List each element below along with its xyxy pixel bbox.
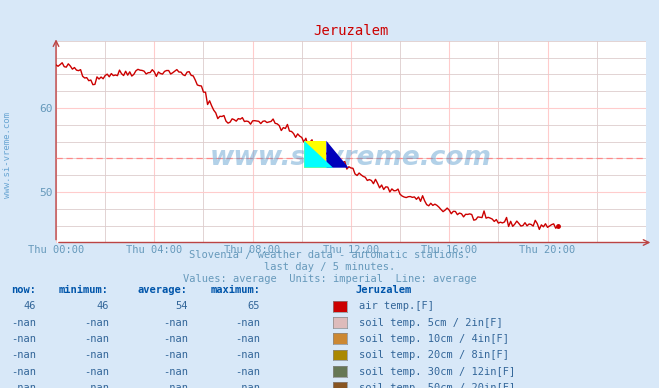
Title: Jeruzalem: Jeruzalem [313, 24, 389, 38]
Text: average:: average: [138, 285, 188, 295]
Text: www.si-vreme.com: www.si-vreme.com [3, 112, 13, 198]
Text: -nan: -nan [235, 350, 260, 360]
Text: -nan: -nan [235, 318, 260, 328]
Text: -nan: -nan [163, 350, 188, 360]
Text: air temp.[F]: air temp.[F] [359, 301, 434, 312]
Text: -nan: -nan [235, 383, 260, 388]
Text: -nan: -nan [163, 334, 188, 344]
Text: minimum:: minimum: [59, 285, 109, 295]
Text: -nan: -nan [84, 350, 109, 360]
Text: Jeruzalem: Jeruzalem [356, 285, 412, 295]
Text: soil temp. 30cm / 12in[F]: soil temp. 30cm / 12in[F] [359, 367, 515, 377]
Text: soil temp. 10cm / 4in[F]: soil temp. 10cm / 4in[F] [359, 334, 509, 344]
Text: -nan: -nan [235, 334, 260, 344]
Bar [304, 141, 326, 168]
Text: -nan: -nan [84, 367, 109, 377]
Text: 46: 46 [96, 301, 109, 312]
Text: Slovenia / weather data - automatic stations.: Slovenia / weather data - automatic stat… [189, 250, 470, 260]
Text: last day / 5 minutes.: last day / 5 minutes. [264, 262, 395, 272]
Text: 54: 54 [175, 301, 188, 312]
Text: -nan: -nan [163, 367, 188, 377]
Text: -nan: -nan [163, 383, 188, 388]
Text: Values: average  Units: imperial  Line: average: Values: average Units: imperial Line: av… [183, 274, 476, 284]
Text: -nan: -nan [11, 318, 36, 328]
Text: 46: 46 [24, 301, 36, 312]
Polygon shape [304, 141, 333, 168]
Text: maximum:: maximum: [210, 285, 260, 295]
Polygon shape [326, 141, 349, 168]
Text: soil temp. 50cm / 20in[F]: soil temp. 50cm / 20in[F] [359, 383, 515, 388]
Text: -nan: -nan [11, 367, 36, 377]
Text: -nan: -nan [163, 318, 188, 328]
Text: -nan: -nan [84, 334, 109, 344]
Text: www.si-vreme.com: www.si-vreme.com [210, 145, 492, 171]
Text: now:: now: [11, 285, 36, 295]
Text: -nan: -nan [11, 350, 36, 360]
Text: 65: 65 [248, 301, 260, 312]
Text: -nan: -nan [84, 383, 109, 388]
Text: -nan: -nan [11, 334, 36, 344]
Text: soil temp. 20cm / 8in[F]: soil temp. 20cm / 8in[F] [359, 350, 509, 360]
Text: soil temp. 5cm / 2in[F]: soil temp. 5cm / 2in[F] [359, 318, 503, 328]
Text: -nan: -nan [235, 367, 260, 377]
Text: -nan: -nan [84, 318, 109, 328]
Text: -nan: -nan [11, 383, 36, 388]
